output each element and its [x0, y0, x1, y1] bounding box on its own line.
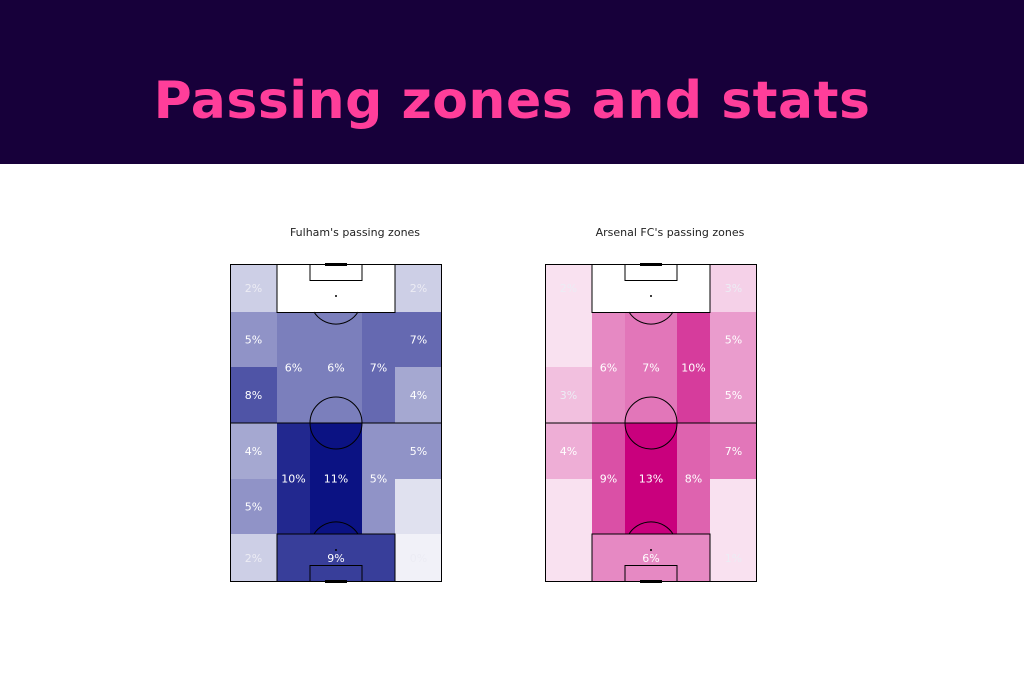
- arsenal-zone-right-halfspace-defensive-half: [677, 423, 710, 534]
- arsenal-zone-label: 13%: [639, 473, 663, 486]
- arsenal-zone-label: 5%: [725, 389, 742, 402]
- fulham-zone-top-left-corner: [230, 264, 277, 312]
- arsenal-chart-title: Arsenal FC's passing zones: [595, 226, 745, 239]
- page-title: Passing zones and stats: [153, 71, 871, 131]
- arsenal-zone-label: 7%: [642, 362, 659, 375]
- arsenal-zone-label: 8%: [685, 473, 702, 486]
- fulham-zone-label: 2%: [245, 282, 262, 295]
- arsenal-zone-right-halfspace-attacking-half: [677, 312, 710, 423]
- arsenal-zone-upper-left-wing: [545, 312, 592, 367]
- arsenal-zone-label: 6%: [642, 552, 659, 565]
- arsenal-zone-left-halfspace-attacking-half: [592, 312, 625, 423]
- fulham-zone-upper-right-wing: [395, 312, 442, 367]
- arsenal-zone-lower-right-wing-own-half: [710, 367, 757, 423]
- fulham-zone-label: 5%: [370, 473, 387, 486]
- fulham-zone-left-halfspace-attacking-half: [277, 312, 310, 423]
- fulham-chart: Fulham's passing zones 2% 2% 5% 8% 6% 6% 7% 7% 4…: [230, 226, 480, 586]
- fulham-zone-top-right-corner: [395, 264, 442, 312]
- fulham-zone-right-halfspace-attacking-half: [362, 312, 395, 423]
- arsenal-bottom-penalty-spot: [650, 549, 652, 551]
- fulham-zone-label: 8%: [245, 389, 262, 402]
- fulham-zone-lower-left-wing-own-half: [230, 367, 277, 423]
- fulham-zone-label: 10%: [281, 473, 305, 486]
- arsenal-centre-circle: [624, 396, 678, 450]
- arsenal-top-penalty-arc: [628, 311, 674, 325]
- fulham-top-penalty-box: [276, 264, 396, 313]
- fulham-zone-label: 7%: [410, 334, 427, 347]
- arsenal-top-penalty-box: [591, 264, 711, 313]
- fulham-zone-left-wing-deep-lower: [230, 479, 277, 534]
- fulham-zone-label: 11%: [324, 473, 348, 486]
- arsenal-zone-top-left-corner: [545, 264, 592, 312]
- arsenal-zone-left-wing-deep-upper: [545, 423, 592, 479]
- fulham-zone-label: 0%: [410, 552, 427, 565]
- fulham-zone-label: 6%: [285, 362, 302, 375]
- fulham-zone-right-halfspace-defensive-half: [362, 423, 395, 534]
- fulham-zone-label: 4%: [245, 445, 262, 458]
- arsenal-zone-top-right-corner: [710, 264, 757, 312]
- header-banner: Passing zones and stats: [0, 0, 1024, 164]
- arsenal-zone-right-wing-deep-upper: [710, 423, 757, 479]
- fulham-zone-bottom-right-corner: [395, 534, 442, 582]
- arsenal-zone-label: 9%: [600, 473, 617, 486]
- arsenal-zone-label: 10%: [681, 362, 705, 375]
- fulham-zone-left-halfspace-defensive-half: [277, 423, 310, 534]
- arsenal-top-six-yard-box: [624, 264, 678, 281]
- arsenal-zone-right-wing-deep-lower: [710, 479, 757, 534]
- arsenal-zone-lower-left-wing-own-half: [545, 367, 592, 423]
- arsenal-zone-label: 5%: [725, 334, 742, 347]
- fulham-zone-lower-right-wing-own-half: [395, 367, 442, 423]
- fulham-top-penalty-arc: [313, 311, 359, 325]
- fulham-bottom-penalty-spot: [335, 549, 337, 551]
- fulham-bottom-penalty-arc: [313, 521, 359, 535]
- arsenal-zone-label: 2%: [560, 282, 577, 295]
- arsenal-chart: Arsenal FC's passing zones 2% 3% 3% 6% 7% 10%…: [545, 226, 795, 586]
- fulham-top-six-yard-box: [309, 264, 363, 281]
- arsenal-bottom-penalty-arc: [628, 521, 674, 535]
- arsenal-zone-label: 1%: [725, 552, 742, 565]
- arsenal-zone-centre-attacking-half: [625, 312, 677, 423]
- arsenal-pitch-heatmap: 2% 3% 3% 6% 7% 10% 5% 5% 4% 9% 13% 8% 7% 6% 1%: [545, 263, 757, 583]
- arsenal-zone-centre-defensive-half: [625, 423, 677, 534]
- fulham-zone-own-penalty-box: [277, 534, 395, 582]
- fulham-zone-right-wing-deep-lower: [395, 479, 442, 534]
- arsenal-top-penalty-spot: [650, 295, 652, 297]
- fulham-centre-circle: [309, 396, 363, 450]
- fulham-zone-label: 7%: [370, 362, 387, 375]
- fulham-zone-label: 2%: [410, 282, 427, 295]
- arsenal-zone-upper-right-wing: [710, 312, 757, 367]
- arsenal-zone-bottom-left-corner: [545, 534, 592, 582]
- fulham-zone-left-wing-deep-upper: [230, 423, 277, 479]
- arsenal-zone-left-halfspace-defensive-half: [592, 423, 625, 534]
- fulham-zone-label: 4%: [410, 389, 427, 402]
- fulham-zone-label: 9%: [327, 552, 344, 565]
- fulham-top-penalty-spot: [335, 295, 337, 297]
- arsenal-zone-own-penalty-box: [592, 534, 710, 582]
- arsenal-zone-label: 4%: [560, 445, 577, 458]
- fulham-zone-upper-left-wing: [230, 312, 277, 367]
- arsenal-zone-label: 7%: [725, 445, 742, 458]
- fulham-zone-label: 5%: [245, 334, 262, 347]
- arsenal-zone-bottom-right-corner: [710, 534, 757, 582]
- fulham-zone-label: 6%: [327, 362, 344, 375]
- arsenal-zone-label: 3%: [560, 389, 577, 402]
- fulham-zone-centre-defensive-half: [310, 423, 362, 534]
- fulham-zone-label: 5%: [410, 445, 427, 458]
- arsenal-zone-label: 6%: [600, 362, 617, 375]
- fulham-zone-right-wing-deep-upper: [395, 423, 442, 479]
- fulham-chart-title: Fulham's passing zones: [289, 226, 421, 239]
- fulham-zone-label: 2%: [245, 552, 262, 565]
- arsenal-zone-label: 3%: [725, 282, 742, 295]
- arsenal-zone-left-wing-deep-lower: [545, 479, 592, 534]
- fulham-pitch-heatmap: 2% 2% 5% 8% 6% 6% 7% 7% 4% 4% 5% 10% 11% 5% 5% 2% 9% 0%: [230, 263, 442, 583]
- fulham-zone-label: 5%: [245, 501, 262, 514]
- fulham-zone-centre-attacking-half: [310, 312, 362, 423]
- fulham-zone-bottom-left-corner: [230, 534, 277, 582]
